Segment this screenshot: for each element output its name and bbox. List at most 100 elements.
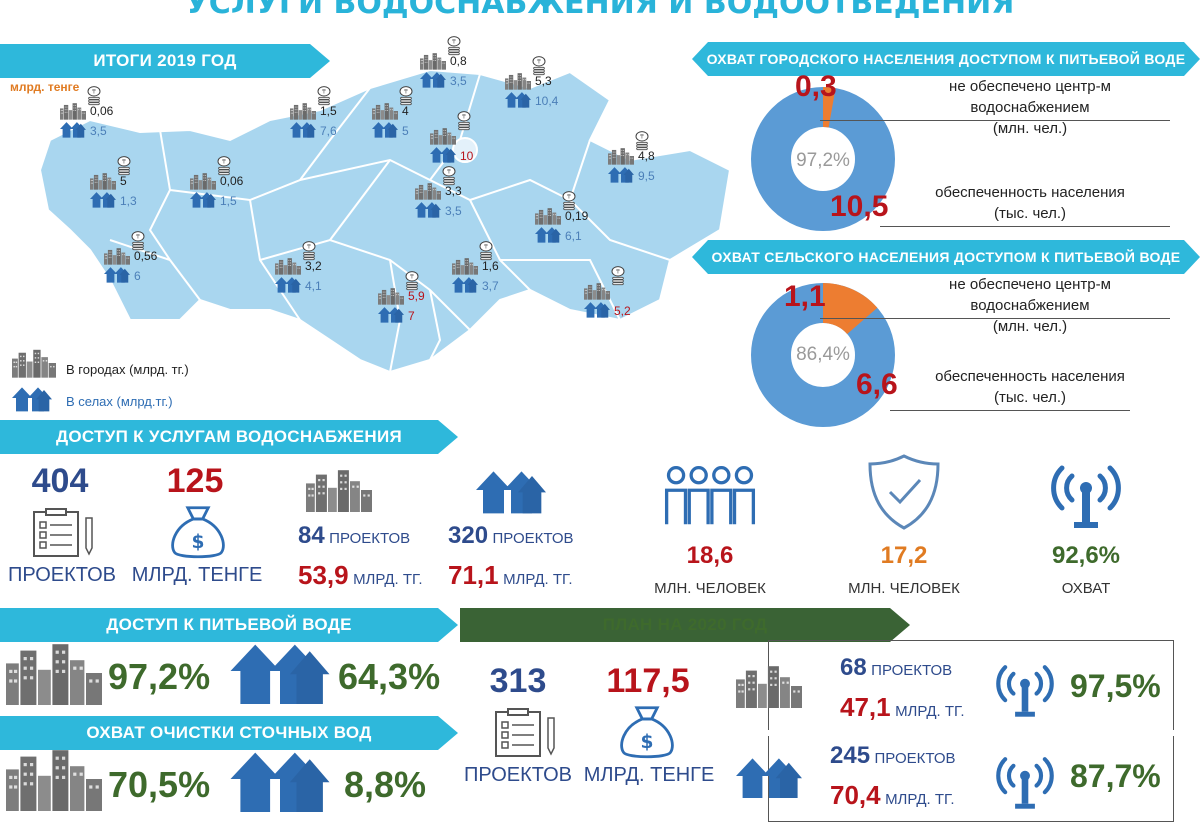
plan-money-number: 117,5 xyxy=(606,662,690,700)
coin-stack-icon xyxy=(301,241,317,261)
capital-marker xyxy=(452,137,478,163)
access-village-projects-label: ПРОЕКТОВ xyxy=(492,530,574,547)
region-village-value: 7,6 xyxy=(320,124,337,138)
coin-stack-icon xyxy=(86,86,102,106)
region-houses-icon xyxy=(584,300,610,318)
region-village-value: 3,5 xyxy=(450,74,467,88)
legend-city-label: В городах (млрд. тг.) xyxy=(66,362,189,377)
region-village-value: 6,1 xyxy=(565,229,582,243)
plan-village-money-label: МЛРД. ТГ. xyxy=(885,791,955,808)
legend-buildings-icon xyxy=(12,348,56,378)
urban-label1-line2: водоснабжением xyxy=(970,99,1090,116)
plan-village-money-number: 70,4 xyxy=(830,780,881,810)
region-village-value: 3,5 xyxy=(445,204,462,218)
plan-checklist-icon xyxy=(492,708,562,758)
access-money-number: 125 xyxy=(166,462,224,500)
rural-label2-line2: (тыс. чел.) xyxy=(993,389,1067,406)
urban-covered-value: 10,5 xyxy=(830,190,889,223)
plan-city-projects-label: ПРОЕКТОВ xyxy=(871,662,953,679)
rural-covered-value: 6,6 xyxy=(856,368,898,401)
coin-stack-icon xyxy=(478,241,494,261)
plan-city-coverage: 97,5% xyxy=(1070,668,1161,704)
region-buildings-icon xyxy=(415,182,441,200)
rural-donut-chart xyxy=(751,283,895,427)
money-bag-icon xyxy=(165,504,231,560)
plan-village-box xyxy=(768,736,1174,822)
drinking-village-value: 64,3% xyxy=(338,656,441,697)
urban-donut-uncovered xyxy=(751,87,895,231)
access-village-money-number: 71,1 xyxy=(448,560,499,590)
region-buildings-icon xyxy=(378,287,404,305)
drinking-city-value: 97,2% xyxy=(108,656,211,697)
houses-icon xyxy=(476,466,546,514)
region-houses-icon xyxy=(60,120,86,138)
access-projects-number: 404 xyxy=(31,462,89,500)
plan-city-projects-number: 68 xyxy=(840,654,867,681)
rural-label2-line1: обеспеченность населения xyxy=(935,368,1125,385)
region-houses-icon xyxy=(190,190,216,208)
region-city-value: 3,3 xyxy=(445,184,462,198)
page-title: УСЛУГИ ВОДОСНАБЖЕНИЯ И ВОДООТВЕДЕНИЯ xyxy=(185,0,1015,21)
region-buildings-icon xyxy=(584,282,610,300)
sewage-buildings-icon xyxy=(6,746,102,812)
region-houses-icon xyxy=(420,70,446,88)
shield-check-icon xyxy=(864,452,944,532)
access-banner: ДОСТУП К УСЛУГАМ ВОДОСНАБЖЕНИЯ xyxy=(0,420,458,454)
access-village-projects: 320 ПРОЕКТОВ xyxy=(448,522,574,550)
sewage-banner: ОХВАТ ОЧИСТКИ СТОЧНЫХ ВОД xyxy=(0,716,458,750)
plan-money-label: МЛРД. ТЕНГЕ xyxy=(583,764,715,786)
coin-stack-icon xyxy=(216,156,232,176)
sewage-houses-icon xyxy=(230,746,330,812)
plan-city-money: 47,1 МЛРД. ТГ. xyxy=(840,692,965,723)
region-city-value: 1,6 xyxy=(482,259,499,273)
plan-projects-label: ПРОЕКТОВ xyxy=(463,764,573,786)
coin-stack-icon xyxy=(610,266,626,286)
region-village-value: 3,7 xyxy=(482,279,499,293)
access-money-label: МЛРД. ТЕНГЕ xyxy=(131,564,263,586)
people1-label: МЛН. ЧЕЛОВЕК xyxy=(654,580,766,597)
sewage-city-value: 70,5% xyxy=(108,764,211,805)
region-houses-icon xyxy=(372,120,398,138)
antenna-icon xyxy=(1046,452,1126,532)
region-city-value: 0,8 xyxy=(450,54,467,68)
region-village-value: 10 xyxy=(460,149,474,163)
region-buildings-icon xyxy=(290,102,316,120)
region-buildings-icon xyxy=(104,247,130,265)
unit-label: млрд. тенге xyxy=(10,80,80,94)
kazakhstan-map xyxy=(38,68,732,374)
buildings-icon xyxy=(306,466,372,514)
access-city-projects: 84 ПРОЕКТОВ xyxy=(298,522,410,550)
legend-village-label: В селах (млрд.тг.) xyxy=(66,394,173,409)
people-icon xyxy=(660,462,760,528)
plan-banner: ПЛАН НА 2020 ГОД xyxy=(460,608,910,642)
region-city-value: 0,19 xyxy=(565,209,589,223)
rural-covered-label: обеспеченность населения (тыс. чел.) xyxy=(900,366,1160,408)
drinking-buildings-icon xyxy=(6,640,102,706)
urban-leader-line-1 xyxy=(820,120,1170,121)
region-houses-icon xyxy=(430,145,456,163)
urban-label2-line2: (тыс. чел.) xyxy=(993,205,1067,222)
coin-stack-icon xyxy=(446,36,462,56)
access-city-projects-label: ПРОЕКТОВ xyxy=(329,530,411,547)
coin-stack-icon xyxy=(561,191,577,211)
access-city-money: 53,9 МЛРД. ТГ. xyxy=(298,560,423,591)
rural-label1-line2: водоснабжением xyxy=(970,297,1090,314)
urban-donut-center: 97,2% xyxy=(796,150,850,171)
coin-stack-icon xyxy=(531,56,547,76)
people2-label: МЛН. ЧЕЛОВЕК xyxy=(848,580,960,597)
urban-leader-line-2 xyxy=(880,226,1170,227)
plan-village-projects: 245 ПРОЕКТОВ xyxy=(830,742,956,770)
plan-village-projects-label: ПРОЕКТОВ xyxy=(874,750,956,767)
rural-label1-line1: не обеспечено центр-м xyxy=(949,276,1111,293)
region-houses-icon xyxy=(290,120,316,138)
region-houses-icon xyxy=(90,190,116,208)
region-buildings-icon xyxy=(608,147,634,165)
region-village-value: 5,2 xyxy=(614,304,631,318)
region-village-value: 1,3 xyxy=(120,194,137,208)
region-city-value: 4,8 xyxy=(638,149,655,163)
rural-coverage-banner: ОХВАТ СЕЛЬСКОГО НАСЕЛЕНИЯ ДОСТУПОМ К ПИТ… xyxy=(692,240,1200,274)
region-buildings-icon xyxy=(430,127,456,145)
coin-stack-icon xyxy=(441,166,457,186)
urban-uncovered-label: не обеспечено центр-м водоснабжением (мл… xyxy=(900,76,1160,139)
rural-uncovered-label: не обеспечено центр-м водоснабжением (мл… xyxy=(900,274,1160,337)
